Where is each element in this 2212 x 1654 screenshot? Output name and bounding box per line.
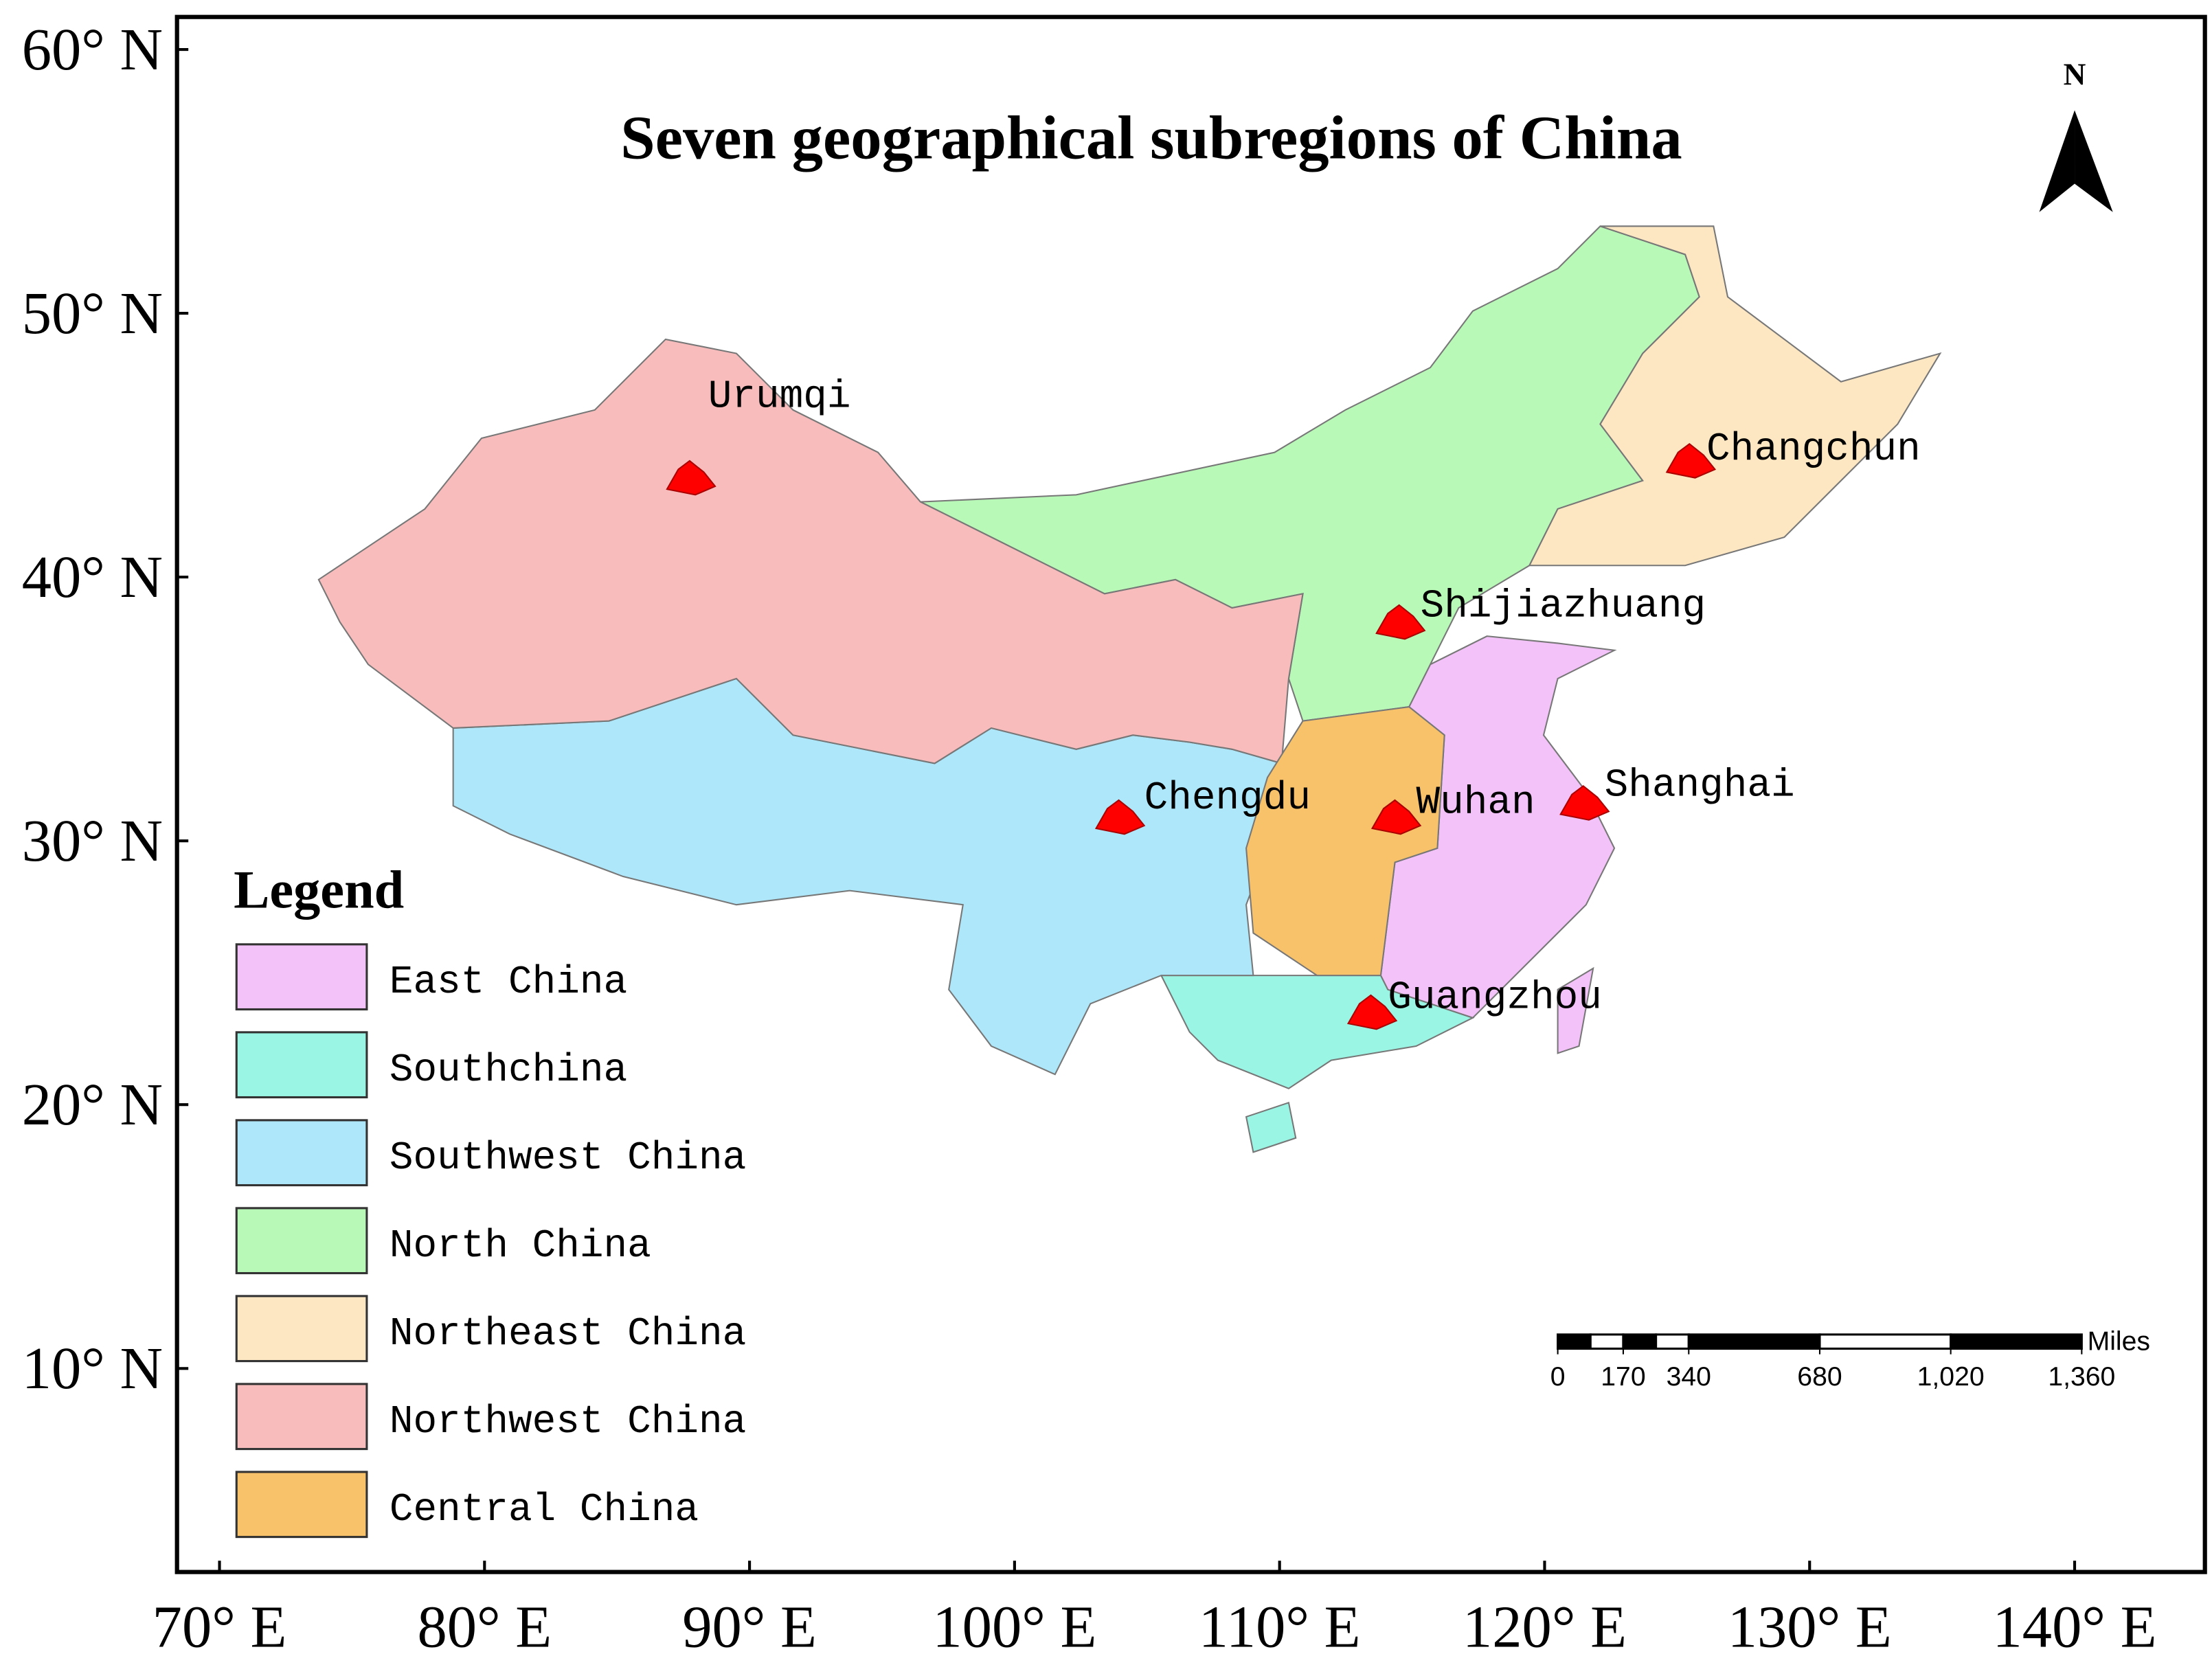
scale-segment [1557,1333,1592,1350]
scale-tick-label: 170 [1601,1362,1645,1392]
region [317,338,1304,764]
legend-label: Southchina [390,1048,627,1093]
legend-swatch [235,1295,368,1363]
x-tick-label: 130° E [1728,1594,1892,1654]
x-tick-label: 70° E [153,1594,287,1654]
city-marker [666,460,716,496]
x-tick-label: 110° E [1199,1594,1361,1654]
legend-swatch [235,943,368,1011]
legend-label: East China [390,960,627,1005]
city-label: Shijiazhuang [1421,584,1706,628]
y-tick-label: 30° N [22,808,163,874]
y-tick-label: 10° N [22,1335,163,1401]
x-tick-label: 90° E [682,1594,817,1654]
y-tick-label: 60° N [22,16,163,82]
scale-tick-label: 1,360 [2048,1362,2115,1392]
scale-unit: Miles [2088,1327,2150,1357]
city-marker [1375,604,1426,640]
city-label: Chengdu [1144,776,1311,821]
scale-segment [1950,1333,2083,1350]
map-frame [174,14,2207,1574]
scale-tick-label: 1,020 [1917,1362,1985,1392]
region [1160,975,1475,1089]
legend-swatch [235,1207,368,1275]
city-label: Shanghai [1605,764,1795,808]
scale-segment [1589,1333,1625,1350]
x-tick-label: 140° E [1993,1594,2157,1654]
legend-swatch [235,1383,368,1451]
city-marker [1559,785,1610,821]
city-marker [1346,994,1398,1030]
city-label: Urumqi [708,375,851,420]
legend-swatch [235,1471,368,1539]
scale-tick-label: 680 [1797,1362,1842,1392]
scale-segment [1818,1333,1952,1350]
city-marker [1665,442,1717,479]
north-arrow [2075,110,2113,212]
y-tick-label: 20° N [22,1072,163,1137]
legend-label: North China [390,1224,651,1269]
x-tick-label: 120° E [1463,1594,1627,1654]
legend-swatch [235,1031,368,1099]
legend-title: Legend [234,859,404,919]
y-tick-label: 40° N [22,544,163,610]
region [1528,225,1942,567]
regions [317,225,1942,1153]
region [1245,1101,1297,1153]
legend-label: Southwest China [390,1136,746,1181]
legend-label: Northwest China [390,1400,746,1445]
north-label: N [2064,58,2086,92]
region [1557,966,1594,1054]
scale-tick-label: 340 [1667,1362,1711,1392]
region [1245,705,1445,977]
scale-segment [1687,1333,1821,1350]
map-title: Seven geographical subregions of China [620,103,1682,172]
scale-segment [1655,1333,1690,1350]
city-label: Changchun [1706,427,1921,472]
legend-label: Northeast China [390,1312,746,1357]
city-label: Wuhan [1416,780,1535,825]
city-marker [1094,799,1146,835]
scale-tick-label: 0 [1550,1362,1566,1392]
y-tick-label: 50° N [22,280,163,346]
legend-label: Central China [390,1488,699,1532]
city-label: Guangzhou [1388,975,1602,1020]
scale-segment [1622,1333,1658,1350]
city-marker [1370,799,1422,835]
legend-swatch [235,1119,368,1187]
x-tick-label: 100° E [932,1594,1096,1654]
x-tick-label: 80° E [417,1594,552,1654]
